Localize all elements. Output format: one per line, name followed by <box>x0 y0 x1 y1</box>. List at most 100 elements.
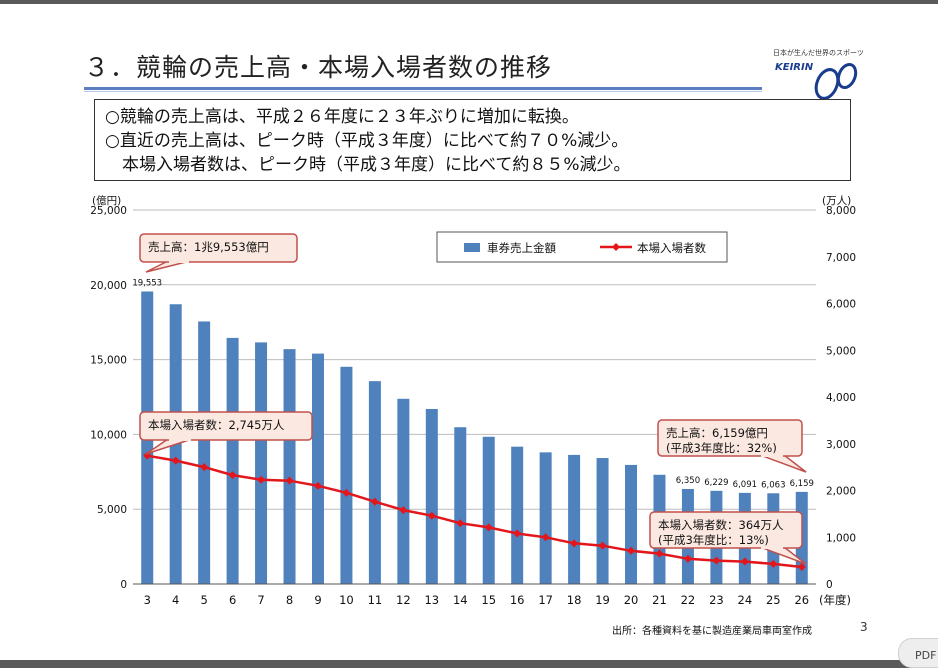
line-marker <box>171 456 180 465</box>
bar-data-label: 19,553 <box>132 278 162 288</box>
x-tick-label: 17 <box>538 593 553 607</box>
callout-text: 本場入場者数：364万人 <box>658 518 784 532</box>
y-left-tick-label: 15,000 <box>90 355 127 367</box>
x-tick-label: 12 <box>396 593 411 607</box>
x-tick-label: 4 <box>172 593 179 607</box>
line-marker <box>342 488 351 497</box>
callout-text: (平成3年度比：32%) <box>666 441 777 455</box>
legend-line-marker <box>612 243 620 251</box>
keirin-rings-icon <box>814 62 858 100</box>
bar <box>625 464 638 584</box>
slide: ３．競輪の売上高・本場入場者数の推移 日本が生んだ世界のスポーツ KEIRIN … <box>0 4 938 660</box>
line-marker <box>228 471 237 480</box>
y-left-tick-label: 10,000 <box>90 429 127 441</box>
y-right-unit: (万人) <box>822 195 851 207</box>
callout-joint <box>169 260 189 263</box>
x-tick-label: 24 <box>738 593 753 607</box>
x-tick-label: 10 <box>339 593 354 607</box>
line-marker <box>598 541 607 550</box>
keirin-logo: 日本が生んだ世界のスポーツ KEIRIN <box>773 46 864 102</box>
sales-attendance-chart: 0 5,000 10,000 15,000 20,000 25,000 0 1,000 2,00… <box>90 194 856 607</box>
bar <box>397 398 410 584</box>
legend-box <box>436 231 728 263</box>
line-marker <box>285 476 294 485</box>
bar-data-label: 6,159 <box>790 479 814 489</box>
y-left-tick-label: 20,000 <box>90 280 127 292</box>
callout-text: (平成3年度比：13%) <box>658 533 769 547</box>
bar <box>283 349 296 584</box>
callout-box <box>657 419 803 457</box>
legend-bar-label: 車券売上金額 <box>487 241 556 255</box>
y-right-tick-label: 5,000 <box>826 345 856 357</box>
callout-joint <box>761 454 783 457</box>
y-left-tick-label: 0 <box>120 579 127 591</box>
y-right-tick-label: 4,000 <box>826 392 856 404</box>
x-tick-label: 23 <box>709 593 724 607</box>
summary-line-3: 本場入場者数は、ピーク時（平成３年度）に比べて約８５%減少。 <box>105 155 631 175</box>
y-left-tick-label: 25,000 <box>90 205 127 217</box>
x-tick-label: 22 <box>681 593 696 607</box>
x-tick-label: 19 <box>595 593 610 607</box>
y-right-tick-label: 3,000 <box>826 439 856 451</box>
line-marker <box>313 481 322 490</box>
x-tick-label: 14 <box>453 593 468 607</box>
bar <box>425 408 438 584</box>
x-tick-label: 18 <box>567 593 582 607</box>
bar <box>255 342 268 584</box>
y-right-tick-label: 2,000 <box>826 486 856 498</box>
pdf-button[interactable]: PDF <box>898 638 938 668</box>
line-marker <box>456 519 465 528</box>
line-marker <box>769 559 778 568</box>
y-right-tick-label: 6,000 <box>826 299 856 311</box>
x-tick-label: 3 <box>144 593 151 607</box>
bar <box>511 446 524 584</box>
bar <box>482 436 495 584</box>
attendance-line <box>146 454 802 569</box>
y-left-unit: (億円) <box>92 194 121 207</box>
callout-pointer <box>759 454 807 473</box>
callout-text: 売上高：1兆9,553億円 <box>148 240 269 254</box>
x-tick-label: 5 <box>200 593 207 607</box>
line-marker <box>797 562 806 571</box>
x-tick-label: 25 <box>766 593 781 607</box>
logo-tagline: 日本が生んだ世界のスポーツ <box>773 49 864 57</box>
line-marker <box>740 557 749 566</box>
callout-box <box>139 411 313 441</box>
y-right-tick-label: 8,000 <box>826 205 856 217</box>
summary-line-2: ○直近の売上高は、ピーク時（平成３年度）に比べて約７０%減少。 <box>105 131 629 151</box>
x-tick-label: 20 <box>624 593 639 607</box>
x-tick-label: 11 <box>368 593 383 607</box>
x-unit: (年度) <box>819 593 851 607</box>
bar <box>454 427 467 584</box>
x-tick-label: 21 <box>652 593 667 607</box>
page-title: ３．競輪の売上高・本場入場者数の推移 <box>84 53 553 82</box>
line-marker <box>655 549 664 558</box>
y-right-tick-label: 7,000 <box>826 252 856 264</box>
line-marker <box>200 463 209 472</box>
callout-box <box>139 233 298 263</box>
bar-data-label: 6,063 <box>761 480 785 490</box>
bar <box>340 366 353 584</box>
line-marker <box>257 475 266 484</box>
bar <box>596 458 609 584</box>
bar-data-label: 6,091 <box>733 480 757 490</box>
callout-text: 売上高：6,159億円 <box>666 426 768 440</box>
x-tick-label: 7 <box>257 593 264 607</box>
x-tick-label: 26 <box>794 593 809 607</box>
callout-joint <box>761 546 783 549</box>
callout-joint <box>169 438 191 441</box>
bar <box>368 381 381 584</box>
legend-line-label: 本場入場者数 <box>637 241 706 255</box>
x-tick-label: 16 <box>510 593 525 607</box>
bar <box>226 337 239 584</box>
y-left-tick-label: 5,000 <box>97 504 127 516</box>
title-underline-thin <box>84 91 762 92</box>
x-tick-label: 6 <box>229 593 236 607</box>
x-tick-label: 13 <box>424 593 439 607</box>
line-marker <box>683 554 692 563</box>
x-tick-label: 8 <box>286 593 293 607</box>
line-marker <box>627 546 636 555</box>
bar <box>311 353 324 584</box>
summary-box: ○競輪の売上高は、平成２６年度に２３年ぶりに増加に転換。 ○直近の売上高は、ピー… <box>94 99 851 181</box>
legend-bar-swatch <box>464 243 480 252</box>
